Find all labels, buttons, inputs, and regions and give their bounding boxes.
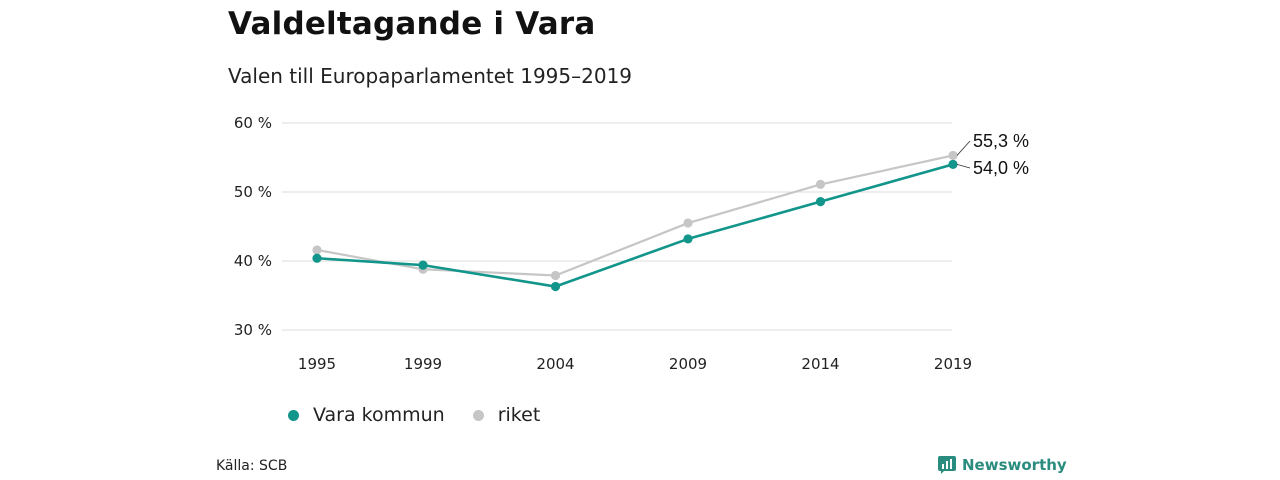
- source-note: Källa: SCB: [216, 458, 288, 474]
- leader-line-vara-kommun: [956, 164, 971, 169]
- legend-marker-riket: [472, 409, 484, 421]
- data-point-riket-2019: [948, 150, 958, 161]
- data-point-vara-kommun-2019: [948, 159, 958, 169]
- end-label-vara-kommun: 54,0 %: [973, 158, 1029, 178]
- y-tick-label-40: 40 %: [234, 252, 272, 270]
- chart-subtitle: Valen till Europaparlamentet 1995–2019: [228, 64, 633, 88]
- bar-chart-icon: [938, 456, 956, 474]
- x-tick-label-1995: 1995: [298, 355, 336, 373]
- line-chart: 30 % 40 % 50 % 60 % 1995 1999 2004 2009 2014 201…: [234, 114, 1029, 373]
- series-line-vara-kommun: [316, 163, 954, 288]
- x-tick-label-2019: 2019: [934, 355, 972, 373]
- series-line-riket: [316, 154, 954, 277]
- y-axis-ticks: 30 % 40 % 50 % 60 %: [234, 114, 272, 339]
- legend-item-vara: Vara kommun: [288, 404, 445, 426]
- gridlines: [282, 122, 952, 331]
- y-tick-label-60: 60 %: [234, 114, 272, 132]
- legend: Vara kommun riket: [288, 404, 540, 426]
- end-label-riket: 55,3 %: [973, 131, 1029, 151]
- data-point-riket-2009: [683, 218, 693, 228]
- x-tick-label-1999: 1999: [404, 355, 442, 373]
- leader-line-riket: [956, 140, 971, 156]
- x-tick-label-2004: 2004: [536, 355, 574, 373]
- series: [312, 150, 958, 292]
- data-point-vara-kommun-2004: [550, 281, 561, 292]
- chart-title: Valdeltagande i Vara: [228, 6, 596, 42]
- x-axis-ticks: 1995 1999 2004 2009 2014 2019: [298, 355, 972, 373]
- x-tick-label-2014: 2014: [801, 355, 839, 373]
- brand-logo: Newsworthy: [938, 456, 1067, 474]
- data-point-vara-kommun-2009: [683, 234, 693, 244]
- data-point-riket-2014: [815, 179, 826, 190]
- data-point-riket-1995: [312, 245, 322, 255]
- brand-name: Newsworthy: [962, 456, 1067, 474]
- data-point-riket-2004: [550, 270, 561, 281]
- x-tick-label-2009: 2009: [669, 355, 707, 373]
- legend-item-riket: riket: [472, 404, 541, 426]
- y-tick-label-50: 50 %: [234, 183, 272, 201]
- data-point-vara-kommun-2014: [815, 197, 826, 207]
- y-tick-label-30: 30 %: [234, 321, 272, 339]
- data-point-vara-kommun-1995: [312, 253, 322, 263]
- data-point-vara-kommun-1999: [418, 260, 428, 270]
- end-labels: 55,3 % 54,0 %: [956, 131, 1029, 178]
- legend-label-riket: riket: [497, 404, 541, 426]
- legend-marker-vara: [288, 409, 299, 421]
- legend-label-vara: Vara kommun: [313, 404, 445, 426]
